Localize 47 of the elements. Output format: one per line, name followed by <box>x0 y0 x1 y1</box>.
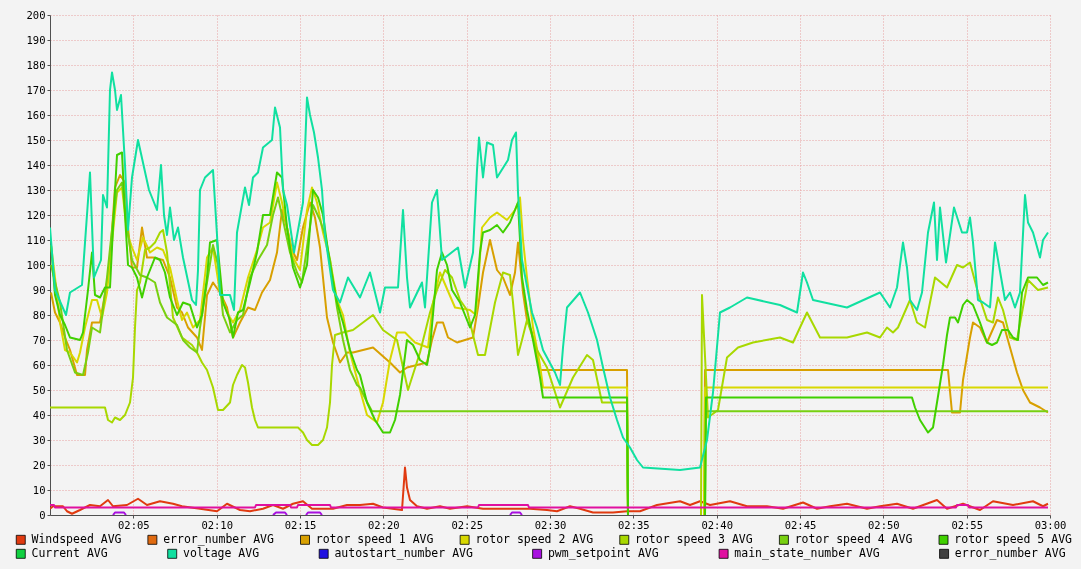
x-tick-label: 02:20 <box>368 518 400 531</box>
y-tick-label: 0 <box>39 508 46 521</box>
legend-label: Current AVG <box>31 545 108 560</box>
y-tick-label: 190 <box>26 33 46 46</box>
legend-label: Windspeed AVG <box>31 531 122 546</box>
y-tick-label: 120 <box>26 208 46 221</box>
y-tick-label: 70 <box>32 333 46 346</box>
line-series <box>50 71 1049 471</box>
y-tick-label: 100 <box>26 258 46 271</box>
legend-label: main_state_number AVG <box>734 545 880 560</box>
legend-label: rotor speed 3 AVG <box>635 531 753 546</box>
y-tick-label: 170 <box>26 83 46 96</box>
x-tick-label: 02:15 <box>284 518 317 531</box>
x-tick-label: 02:25 <box>451 518 483 531</box>
legend-label: voltage AVG <box>182 545 260 560</box>
y-tick-label: 150 <box>26 133 46 146</box>
y-tick-label: 90 <box>32 283 46 296</box>
legend-label: rotor speed 1 AVG <box>315 531 434 546</box>
y-tick-label: 50 <box>32 383 46 396</box>
y-tick-label: 160 <box>26 108 46 121</box>
x-tick-label: 02:10 <box>201 518 233 531</box>
y-tick-label: 10 <box>32 483 46 496</box>
x-tick-label: 02:40 <box>701 518 733 531</box>
x-tick-label: 02:50 <box>868 518 900 531</box>
x-tick-label: 02:35 <box>618 518 650 531</box>
x-tick-label: 03:00 <box>1034 518 1067 531</box>
x-tick-label: 02:55 <box>951 518 983 531</box>
y-tick-label: 80 <box>32 308 46 321</box>
legend-label: error_number AVG <box>954 545 1066 560</box>
legend-label: pwm_setpoint AVG <box>547 545 659 560</box>
y-tick-label: 60 <box>32 358 46 371</box>
y-tick-label: 30 <box>32 433 46 446</box>
legend-label: rotor speed 2 AVG <box>475 531 594 546</box>
x-tick-label: 02:45 <box>784 518 817 531</box>
legend-label: error_number AVG <box>163 531 274 546</box>
legend-label: rotor speed 4 AVG <box>794 531 913 546</box>
y-tick-label: 180 <box>26 58 46 71</box>
legend-label: rotor speed 5 AVG <box>954 531 1073 546</box>
legend-label: autostart_number AVG <box>334 545 473 560</box>
y-tick-label: 140 <box>26 158 46 171</box>
y-tick-label: 110 <box>26 233 46 246</box>
x-tick-label: 02:30 <box>534 518 567 531</box>
y-tick-label: 200 <box>26 8 46 21</box>
x-tick-label: 02:05 <box>118 518 150 531</box>
y-tick-label: 20 <box>32 458 46 471</box>
y-tick-label: 130 <box>26 183 46 196</box>
y-tick-label: 40 <box>32 408 46 421</box>
